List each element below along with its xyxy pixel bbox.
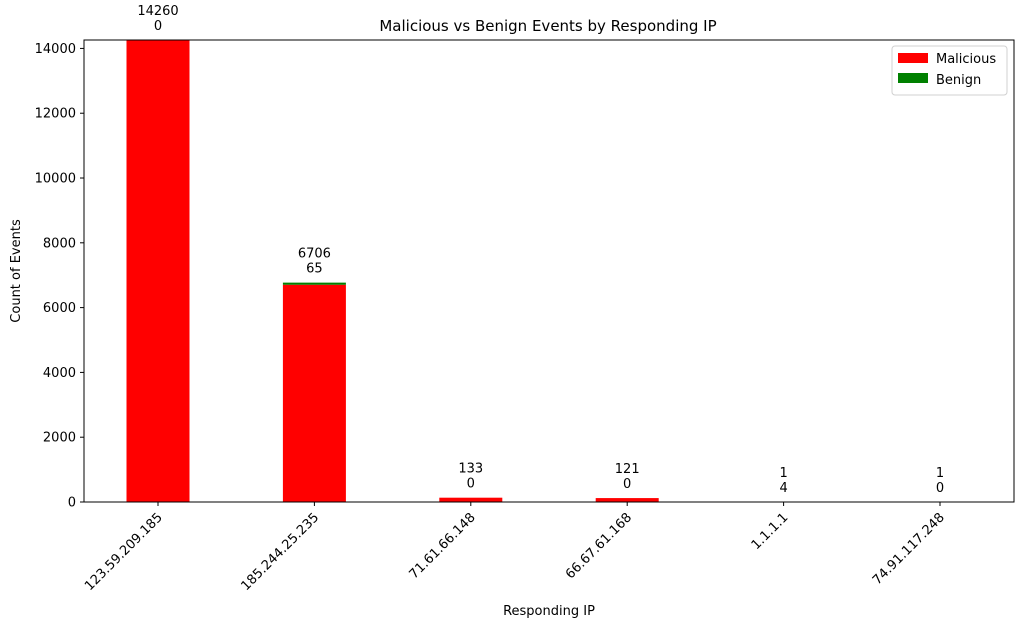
bar-label-benign-3: 0 xyxy=(623,477,631,492)
bar-label-malicious-0: 14260 xyxy=(137,4,178,19)
legend-swatch-benign xyxy=(898,73,928,83)
x-tick-label: 1.1.1.1 xyxy=(749,510,792,553)
x-tick-label: 74.91.117.248 xyxy=(870,510,948,588)
x-tick-label: 185.244.25.235 xyxy=(239,510,323,594)
bar-malicious-2 xyxy=(439,497,503,502)
bar-label-malicious-1: 6706 xyxy=(298,247,331,262)
bar-label-benign-4: 4 xyxy=(779,481,787,496)
bar-malicious-0 xyxy=(126,40,190,502)
x-axis-label: Responding IP xyxy=(503,604,595,619)
y-tick-label: 10000 xyxy=(35,172,76,187)
x-axis: 123.59.209.185 185.244.25.235 71.61.66.148… xyxy=(82,502,948,594)
bar-label-malicious-5: 1 xyxy=(936,466,944,481)
y-tick-label: 4000 xyxy=(43,366,76,381)
y-tick-label: 14000 xyxy=(35,42,76,57)
bar-label-malicious-3: 121 xyxy=(615,462,640,477)
plot-frame xyxy=(83,39,1015,503)
y-tick-label: 0 xyxy=(68,496,76,511)
y-tick-label: 8000 xyxy=(43,236,76,251)
bar-malicious-1 xyxy=(282,284,346,502)
x-tick-label: 123.59.209.185 xyxy=(82,510,166,594)
bar-label-benign-2: 0 xyxy=(467,477,475,492)
legend-entry-malicious: Malicious xyxy=(936,52,996,67)
bar-label-benign-1: 65 xyxy=(306,262,323,277)
legend: Malicious Benign xyxy=(891,45,1008,96)
x-tick-label: 71.61.66.148 xyxy=(407,510,479,582)
legend-entry-benign: Benign xyxy=(936,73,981,88)
bar-label-malicious-4: 1 xyxy=(779,466,787,481)
x-tick-label: 66.67.61.168 xyxy=(563,510,635,582)
bar-label-benign-0: 0 xyxy=(154,19,162,34)
y-axis: 0 2000 4000 6000 8000 10000 12000 14000 xyxy=(35,42,84,511)
chart-title: Malicious vs Benign Events by Responding… xyxy=(379,17,716,35)
bars-group xyxy=(126,40,972,502)
y-tick-label: 6000 xyxy=(43,301,76,316)
legend-swatch-malicious xyxy=(898,53,928,63)
y-axis-label: Count of Events xyxy=(9,219,24,323)
bar-benign-1 xyxy=(282,282,346,285)
bar-label-malicious-2: 133 xyxy=(458,462,483,477)
bar-malicious-3 xyxy=(595,498,659,502)
y-tick-label: 2000 xyxy=(43,431,76,446)
y-tick-label: 12000 xyxy=(35,107,76,122)
bar-label-benign-5: 0 xyxy=(936,481,944,496)
